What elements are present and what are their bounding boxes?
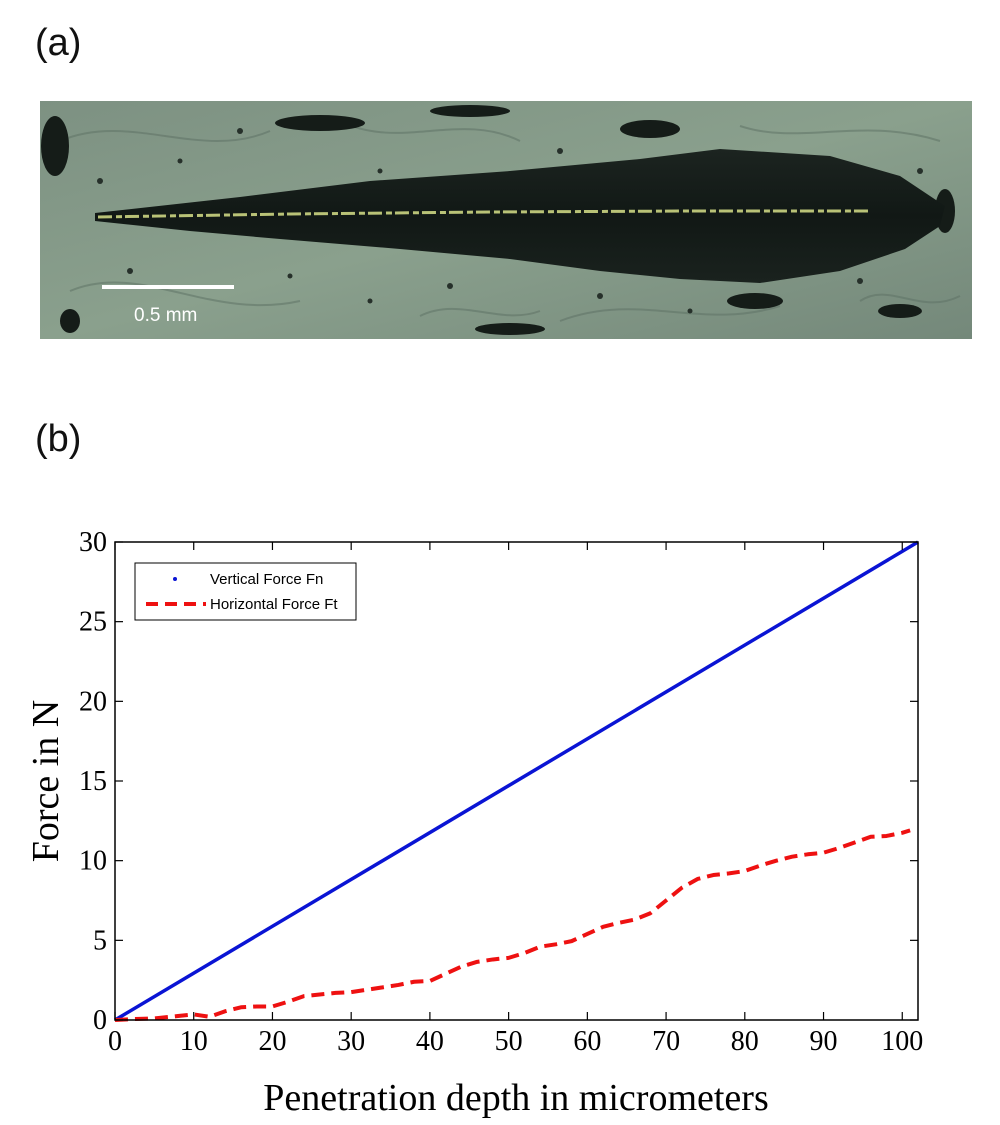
legend-box bbox=[134, 562, 357, 621]
panel-a-label: (a) bbox=[35, 22, 82, 64]
x-tick-label: 40 bbox=[416, 1026, 444, 1057]
legend-label-horizontal-force: Horizontal Force Ft bbox=[210, 596, 338, 613]
force-depth-chart: 0 10 20 30 40 50 60 70 80 90 100 0 5 10 15 20 25 30 Penet… bbox=[25, 527, 923, 1119]
y-tick-label: 25 bbox=[79, 607, 107, 638]
scale-bar-label: 0.5 mm bbox=[134, 305, 197, 326]
x-tick-label: 50 bbox=[495, 1026, 523, 1057]
y-tick-label: 15 bbox=[79, 766, 107, 797]
y-tick-label: 5 bbox=[93, 925, 107, 956]
x-tick-label: 80 bbox=[731, 1026, 759, 1057]
y-tick-label: 20 bbox=[79, 686, 107, 717]
x-tick-label: 100 bbox=[881, 1026, 923, 1057]
y-tick-label: 10 bbox=[79, 846, 107, 877]
legend-label-vertical-force: Vertical Force Fn bbox=[210, 571, 323, 588]
series-line-vertical-force bbox=[114, 540, 919, 1022]
x-tick-label: 60 bbox=[573, 1026, 601, 1057]
x-tick-label: 90 bbox=[810, 1026, 838, 1057]
x-tick-label: 20 bbox=[258, 1026, 286, 1057]
y-axis-title: Force in N bbox=[25, 700, 67, 863]
x-axis-title: Penetration depth in micrometers bbox=[263, 1077, 768, 1119]
y-tick-label: 0 bbox=[93, 1005, 107, 1036]
bone-micrograph-image: 0.5 mm bbox=[40, 101, 972, 339]
series-line-horizontal-force bbox=[114, 828, 911, 1022]
legend-marker-vertical-force bbox=[173, 577, 177, 581]
x-tick-label: 30 bbox=[337, 1026, 365, 1057]
x-tick-label: 70 bbox=[652, 1026, 680, 1057]
y-tick-label: 30 bbox=[79, 527, 107, 558]
legend: Vertical Force Fn Horizontal Force Ft bbox=[134, 562, 357, 621]
panel-b-label: (b) bbox=[35, 418, 82, 460]
x-tick-label: 10 bbox=[180, 1026, 208, 1057]
scale-bar bbox=[102, 285, 234, 289]
x-tick-label: 0 bbox=[108, 1026, 122, 1057]
